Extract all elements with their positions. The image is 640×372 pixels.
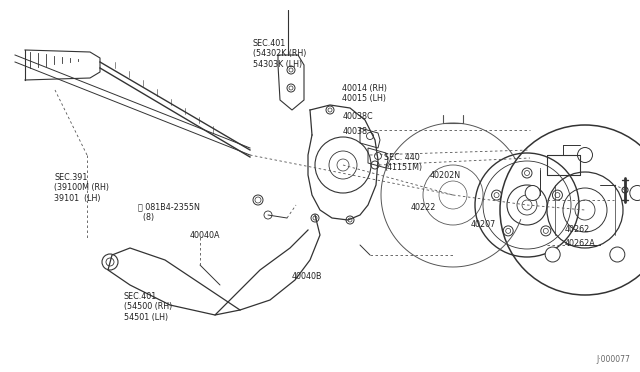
Circle shape (630, 186, 640, 201)
Text: SEC.401
(54500 (RH)
54501 (LH): SEC.401 (54500 (RH) 54501 (LH) (124, 292, 172, 322)
Text: J·000077: J·000077 (596, 355, 630, 364)
Circle shape (545, 247, 560, 262)
Text: 40040B: 40040B (291, 272, 322, 280)
Circle shape (525, 186, 540, 201)
Text: 40262A: 40262A (564, 239, 595, 248)
Text: 40040A: 40040A (189, 231, 220, 240)
Text: 40038C: 40038C (342, 112, 373, 121)
Text: 40038: 40038 (342, 127, 367, 136)
Text: 40014 (RH)
40015 (LH): 40014 (RH) 40015 (LH) (342, 84, 387, 103)
Text: 40222: 40222 (411, 203, 436, 212)
Text: SEC. 440
(41151M): SEC. 440 (41151M) (384, 153, 422, 172)
Circle shape (610, 247, 625, 262)
Text: SEC.401
(54302K (RH)
54303K (LH): SEC.401 (54302K (RH) 54303K (LH) (253, 39, 306, 69)
Text: Ⓑ 081B4-2355N
  (8): Ⓑ 081B4-2355N (8) (138, 203, 200, 222)
Text: 40202N: 40202N (430, 171, 461, 180)
Text: 40207: 40207 (470, 220, 495, 229)
Text: 40262: 40262 (564, 225, 589, 234)
Text: SEC.391
(39100M (RH)
39101  (LH): SEC.391 (39100M (RH) 39101 (LH) (54, 173, 109, 203)
Circle shape (577, 148, 593, 163)
